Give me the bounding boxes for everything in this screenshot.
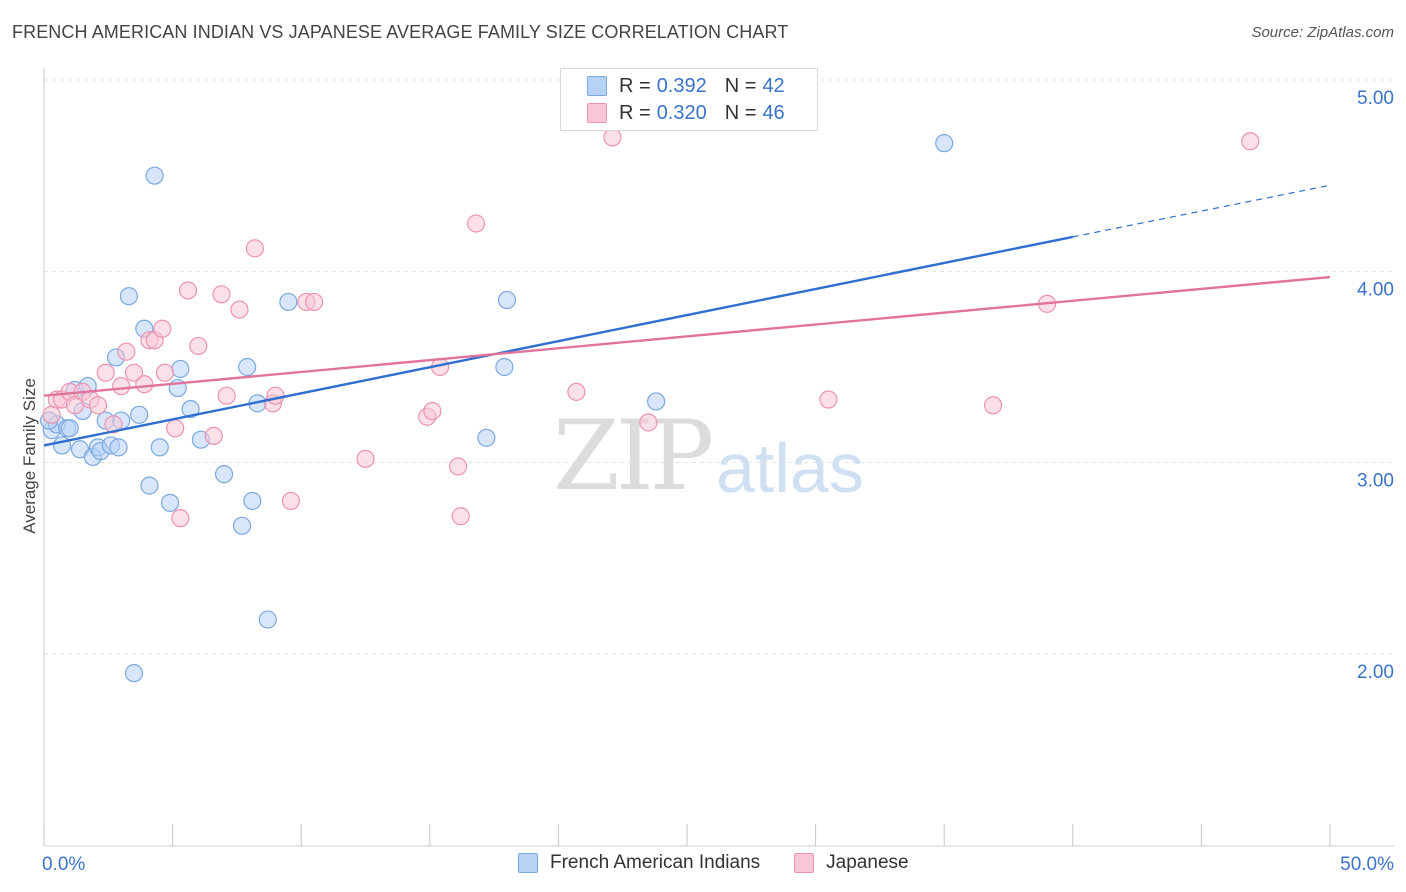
data-point-french-american-indians — [214, 465, 234, 484]
legend-item-japanese[interactable]: Japanese — [794, 852, 909, 874]
data-point-japanese — [466, 214, 486, 233]
trend-line-french-american-indians — [43, 235, 1074, 447]
chart-title: FRENCH AMERICAN INDIAN VS JAPANESE AVERA… — [12, 22, 789, 42]
y-tick-label: 3.00 — [1357, 471, 1394, 492]
data-point-french-american-indians — [160, 493, 180, 512]
data-point-french-american-indians — [124, 664, 144, 683]
data-point-french-american-indians — [243, 491, 262, 511]
legend-row-french-american-indians: R = 0.392 N = 42 — [587, 73, 785, 99]
y-tick-label: 2.00 — [1357, 662, 1394, 683]
y-tick-label: 5.00 — [1357, 88, 1394, 109]
data-point-french-american-indians — [171, 359, 190, 379]
legend-swatch-pink — [587, 103, 607, 123]
legend-label: French American Indians — [550, 852, 761, 873]
data-point-french-american-indians — [60, 419, 79, 438]
legend-r-value: 0.320 — [656, 101, 707, 124]
legend-swatch-pink — [794, 853, 815, 873]
data-point-japanese — [96, 363, 115, 382]
data-point-japanese — [448, 457, 468, 476]
data-point-japanese — [304, 292, 324, 312]
x-tick-label-min: 0.0% — [42, 854, 85, 875]
data-point-japanese — [983, 396, 1003, 415]
data-point-japanese — [819, 390, 838, 409]
data-point-japanese — [266, 386, 285, 405]
data-point-japanese — [567, 382, 586, 401]
data-point-french-american-indians — [119, 287, 138, 306]
data-point-japanese — [204, 426, 223, 445]
legend-n-label: N = — [724, 101, 757, 124]
data-point-japanese — [135, 375, 154, 394]
legend-n-label: N = — [724, 74, 757, 97]
data-point-japanese — [603, 128, 622, 147]
legend-r-value: 0.392 — [656, 74, 707, 97]
data-point-japanese — [117, 342, 136, 361]
legend-swatch-blue — [587, 76, 607, 96]
data-point-french-american-indians — [477, 428, 496, 447]
data-point-japanese — [155, 363, 174, 382]
watermark-atlas: atlas — [716, 429, 864, 507]
data-point-japanese — [281, 491, 301, 511]
legend-n-value: 42 — [762, 74, 785, 97]
data-point-japanese — [639, 413, 658, 432]
series-legend: French American Indians Japanese — [518, 852, 943, 874]
data-point-japanese — [212, 285, 231, 304]
legend-swatch-blue — [518, 853, 538, 873]
legend-r-label: R = — [619, 101, 651, 124]
x-tick-label-max: 50.0% — [1340, 854, 1394, 875]
data-point-japanese — [1241, 132, 1260, 151]
data-point-japanese — [230, 300, 249, 319]
data-point-japanese — [217, 386, 236, 405]
legend-n-value: 46 — [762, 101, 785, 124]
data-point-japanese — [189, 336, 208, 356]
data-point-french-american-indians — [935, 134, 954, 153]
correlation-legend: R = 0.392 N = 42 R = 0.320 N = 46 — [560, 68, 818, 131]
trend-line-japanese — [43, 275, 1331, 397]
source-label: Source: ZipAtlas.com — [1251, 24, 1394, 41]
data-point-japanese — [451, 507, 470, 526]
legend-row-japanese: R = 0.320 N = 46 — [587, 100, 785, 126]
data-point-french-american-indians — [140, 476, 159, 495]
data-point-french-american-indians — [238, 357, 257, 377]
data-point-japanese — [356, 449, 375, 468]
data-point-japanese — [104, 415, 123, 434]
data-point-french-american-indians — [181, 399, 200, 419]
data-point-japanese — [42, 405, 61, 424]
legend-label: Japanese — [826, 852, 909, 873]
data-point-french-american-indians — [145, 166, 164, 185]
data-point-french-american-indians — [130, 405, 149, 424]
data-point-french-american-indians — [232, 516, 252, 535]
data-point-japanese — [153, 319, 172, 338]
data-point-french-american-indians — [495, 357, 514, 377]
data-point-french-american-indians — [647, 392, 666, 411]
data-point-japanese — [124, 363, 144, 382]
data-point-japanese — [423, 401, 442, 421]
data-point-japanese — [112, 377, 131, 396]
legend-item-french-american-indians[interactable]: French American Indians — [518, 852, 760, 874]
data-point-japanese — [166, 419, 185, 438]
trend-line-extension — [1072, 184, 1331, 238]
data-point-french-american-indians — [497, 290, 517, 310]
y-tick-label: 4.00 — [1357, 279, 1394, 300]
data-point-japanese — [245, 239, 265, 258]
data-point-japanese — [178, 281, 198, 300]
watermark-zip: ZIP — [553, 400, 714, 512]
data-point-french-american-indians — [109, 438, 128, 457]
y-axis-label: Average Family Size — [20, 378, 39, 534]
data-point-japanese — [171, 509, 190, 528]
data-point-japanese — [88, 396, 108, 415]
data-point-french-american-indians — [258, 610, 277, 629]
legend-r-label: R = — [619, 74, 651, 97]
data-point-french-american-indians — [279, 292, 298, 312]
data-point-french-american-indians — [150, 438, 169, 457]
